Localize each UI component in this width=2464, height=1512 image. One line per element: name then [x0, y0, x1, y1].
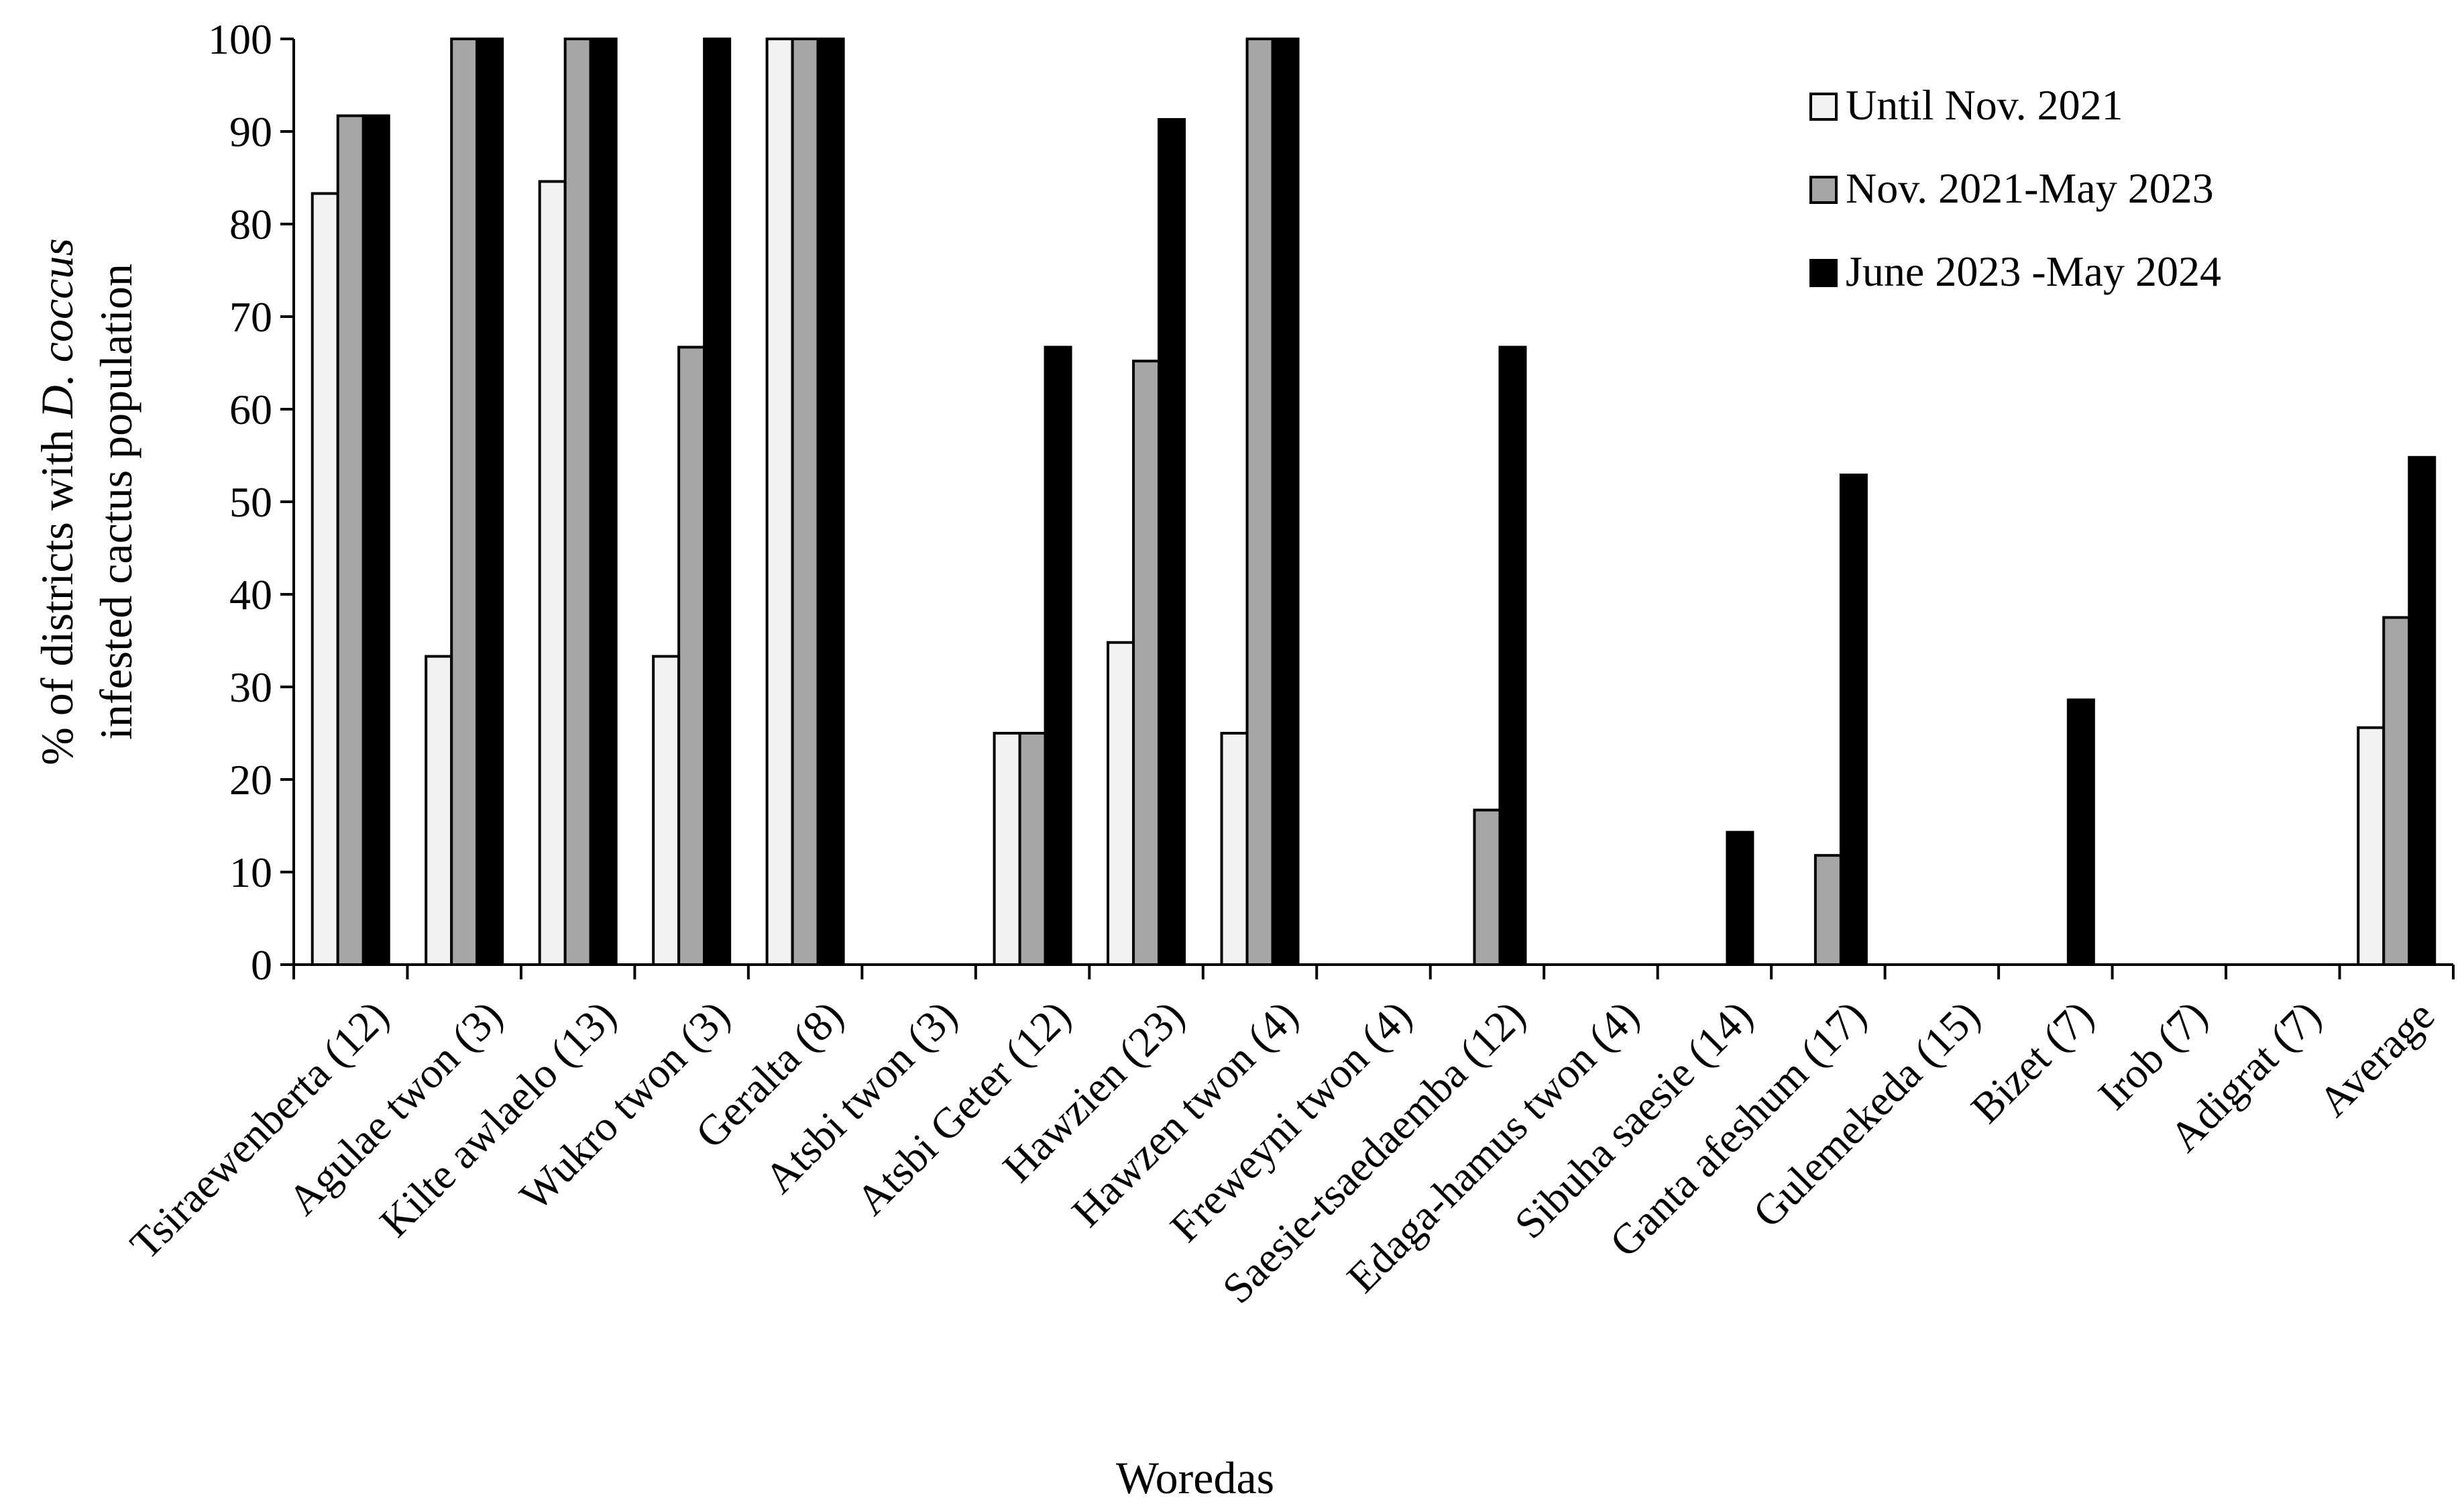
bar [1018, 732, 1047, 966]
x-ticks-group: Tsiraewenberta (12)Agulae twon (3)Kilte … [121, 965, 2455, 1313]
legend-label: June 2023 -May 2024 [1846, 248, 2221, 295]
bars-group [311, 38, 2437, 967]
bar [2066, 698, 2095, 966]
legend-swatch [1809, 93, 1838, 121]
bar [1245, 38, 1274, 966]
bar [765, 38, 794, 966]
y-tick-label: 80 [229, 201, 272, 248]
bar [563, 38, 592, 966]
legend-swatch [1809, 259, 1838, 287]
bar [2382, 616, 2411, 966]
svg-text:% of districts with D. coccus: % of districts with D. coccus [32, 238, 82, 765]
bar [1220, 732, 1249, 966]
y-axis-title-part1: % of districts with [32, 418, 82, 765]
bar [2357, 726, 2386, 966]
x-tick-label: Average [2309, 991, 2443, 1126]
bar [1044, 345, 1072, 966]
y-axis-title-species: D. coccus [32, 238, 82, 419]
y-tick-label: 60 [229, 386, 272, 433]
legend-swatch [1809, 176, 1838, 204]
bar [2408, 455, 2437, 966]
bar [1839, 473, 1868, 966]
y-tick-label: 30 [229, 663, 272, 711]
y-tick-label: 0 [251, 941, 272, 989]
bar [1107, 641, 1135, 966]
bar [1158, 118, 1186, 966]
y-tick-label: 70 [229, 293, 272, 341]
bar [677, 345, 706, 966]
y-tick-label: 40 [229, 571, 272, 618]
bar [1132, 360, 1161, 966]
bar [993, 732, 1021, 966]
bar [1726, 830, 1754, 967]
bar [336, 114, 365, 966]
legend-label: Until Nov. 2021 [1846, 81, 2123, 129]
bar [1498, 345, 1527, 966]
y-axis-title: % of districts with D. coccus infested c… [32, 238, 142, 765]
bar [1813, 854, 1842, 967]
y-tick-label: 20 [229, 756, 272, 804]
bar [311, 192, 339, 967]
bar [703, 38, 732, 966]
bar [1271, 38, 1300, 966]
x-axis-title: Woredas [1116, 1452, 1274, 1503]
y-ticks-group: 0 10 20 30 40 50 60 70 80 90 100 [208, 15, 294, 989]
bar [816, 38, 845, 966]
bar [475, 38, 504, 966]
y-axis-title-part2: infested cactus population [91, 264, 142, 740]
legend: Until Nov. 2021 Nov. 2021-May 2023 June 20… [1809, 81, 2221, 295]
y-tick-label: 90 [229, 108, 272, 156]
legend-label: Nov. 2021-May 2023 [1846, 164, 2214, 212]
bar [450, 38, 479, 966]
bar [1473, 808, 1502, 967]
x-tick-label: Bizet (7) [1962, 991, 2103, 1132]
bar [361, 114, 390, 966]
bar [589, 38, 618, 966]
bar [538, 180, 567, 966]
y-tick-label: 10 [229, 849, 272, 896]
y-tick-label: 100 [208, 15, 272, 63]
y-tick-label: 50 [229, 478, 272, 526]
bar [425, 655, 453, 967]
bar [652, 655, 681, 967]
bar [791, 38, 820, 966]
